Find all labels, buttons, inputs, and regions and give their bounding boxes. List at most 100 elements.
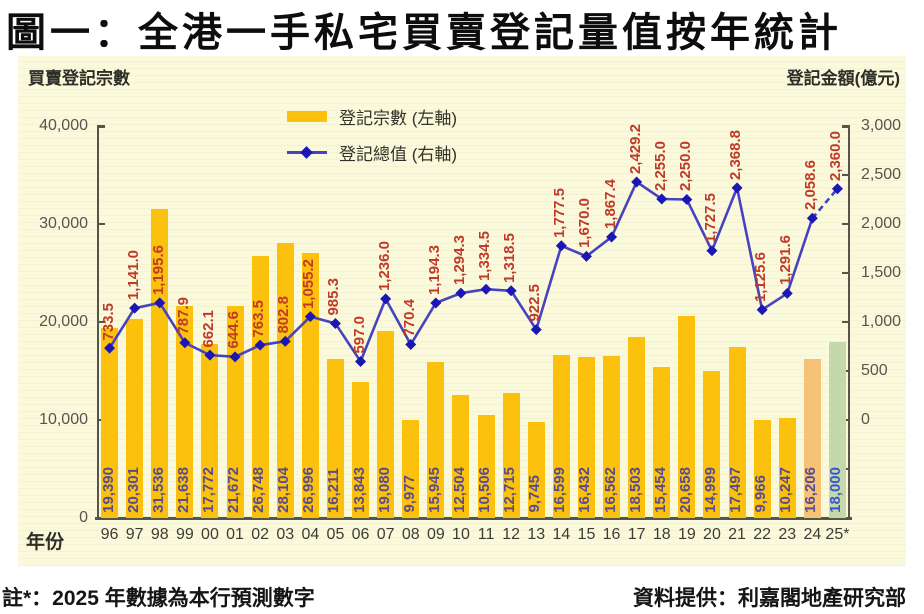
bar [126,319,144,518]
year-label: 03 [276,526,295,543]
legend-item-bars: 登記宗數 (左軸) [287,104,457,129]
bar-value-label: 19,080 [375,467,393,513]
year-label: 06 [351,526,370,543]
footnote: 註*：2025 年數據為本行預測數字 [2,587,315,610]
line-value-label: 1,318.5 [501,232,519,283]
bar-value-label: 31,536 [149,467,167,513]
line-value-label: 922.5 [526,284,544,322]
year-label: 21 [728,526,746,543]
year-label: 15 [577,526,596,543]
line-value-label: 1,055.2 [300,258,318,309]
bar-value-label: 21,638 [174,467,192,513]
bar [201,343,219,518]
bar-value-label: 15,454 [651,467,669,513]
bar [427,361,445,518]
right-tick-label: 3,000 [861,117,902,134]
line-value-label: 1,236.0 [375,240,393,291]
bar-value-label: 17,772 [199,467,217,513]
right-axis-tick [842,223,850,225]
bar [577,356,595,518]
left-tick-label: 10,000 [39,411,88,428]
left-axis-tick [97,419,105,421]
bar-value-label: 20,301 [124,467,142,513]
right-axis-tick [842,419,850,421]
bar-value-label: 9,745 [526,475,544,513]
left-axis-tick [97,321,105,323]
year-label: 11 [477,526,495,543]
data-source: 資料提供：利嘉閣地產研究部 [633,587,906,610]
year-label: 98 [150,526,169,543]
year-label: 20 [703,526,721,543]
x-axis-title: 年份 [26,532,65,553]
bar-value-label: 19,390 [99,467,117,513]
line-value-label: 2,058.6 [802,160,820,211]
year-label: 18 [652,526,671,543]
line-value-label: 2,360.0 [827,130,845,181]
right-tick-label: 2,000 [861,215,902,232]
line-value-label: 2,368.8 [727,129,745,180]
line-value-label: 1,194.3 [425,244,443,295]
year-label: 24 [803,526,822,543]
bar-value-label: 18,000 [827,467,845,513]
line-value-label: 1,195.6 [149,244,167,295]
line-value-label: 1,141.0 [124,250,142,301]
left-axis-tick [97,125,105,127]
year-label: 13 [527,526,546,543]
bar [728,346,746,518]
bar-series-swatch [287,111,327,122]
year-label: 01 [226,526,244,543]
bar [352,382,370,518]
right-tick-label: 2,500 [861,166,902,183]
year-label: 97 [125,526,144,543]
bar-value-label: 15,945 [425,467,443,513]
bar-value-label: 10,247 [777,467,795,513]
line-value-label: 1,334.5 [476,231,494,282]
year-label: 09 [426,526,445,543]
left-tick-label: 30,000 [39,215,88,232]
right-axis-title: 登記金額(億元) [786,69,900,88]
bar-value-label: 16,432 [576,467,594,513]
bar-value-label: 14,999 [701,467,719,513]
bar [603,355,621,518]
line-value-label: 1,777.5 [551,187,569,238]
bar [326,359,344,518]
bar [527,422,545,518]
left-axis-cap [97,126,105,128]
right-axis-tick [842,272,850,274]
line-value-label: 733.5 [99,302,117,341]
bar [101,327,119,518]
year-label: 14 [552,526,571,543]
year-label: 96 [100,526,119,543]
year-label: 04 [301,526,320,543]
bar-value-label: 17,497 [727,467,745,513]
line-value-label: 1,670.0 [576,198,594,249]
left-axis-tick [97,223,105,225]
year-label: 17 [627,526,646,543]
line-value-label: 802.8 [275,295,293,334]
year-label: 10 [452,526,470,543]
bar [477,415,495,518]
bar [628,336,646,518]
bar [653,366,671,518]
right-tick-label: 500 [861,362,888,379]
bar-value-label: 26,748 [250,467,268,513]
bar-value-label: 16,211 [325,467,343,513]
legend-line-label: 登記總值 (右軸) [339,145,458,164]
bar-value-label: 9,977 [400,475,418,513]
bar [753,420,771,518]
left-tick-label: 0 [79,509,88,526]
right-axis-tick [842,321,850,323]
diamond-marker-icon [300,146,313,159]
left-tick-label: 20,000 [39,313,88,330]
bar-value-label: 12,504 [450,467,468,513]
bar [803,359,821,518]
right-tick-label: 1,000 [861,313,902,330]
bar [502,393,520,518]
left-axis-tick [97,517,105,519]
year-label: 07 [376,526,395,543]
legend-item-line: 登記總值 (右軸) [287,140,457,165]
bar [828,341,846,518]
bar [377,331,395,518]
right-tick-label: 1,500 [861,264,902,281]
